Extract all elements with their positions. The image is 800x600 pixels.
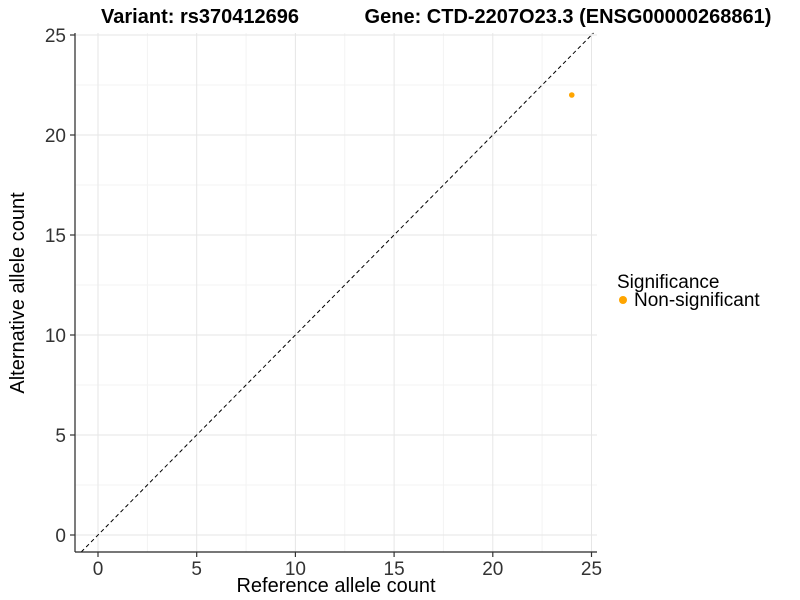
gridlines-major bbox=[75, 33, 597, 552]
data-point bbox=[568, 92, 575, 98]
gridlines-minor bbox=[75, 33, 597, 552]
identity-line bbox=[80, 32, 594, 553]
axes-layer bbox=[74, 33, 597, 553]
y-tick-label: 15 bbox=[45, 226, 66, 247]
tick-layer: 0 5 10 15 20 25 0 5 10 15 20 25 bbox=[45, 26, 602, 580]
x-tick-label: 25 bbox=[581, 559, 602, 580]
x-axis-title: Reference allele count bbox=[236, 575, 435, 597]
legend-key-dot-icon bbox=[619, 296, 627, 304]
gene-title: Gene: CTD-2207O23.3 (ENSG00000268861) bbox=[365, 6, 772, 28]
y-tick-label: 5 bbox=[55, 426, 66, 447]
identity-line-layer bbox=[80, 32, 594, 553]
y-tick-label: 20 bbox=[45, 126, 66, 147]
legend: Significance Non-significant bbox=[617, 272, 760, 311]
legend-item-label: Non-significant bbox=[634, 290, 760, 311]
y-tick-label: 25 bbox=[45, 26, 66, 47]
x-tick-label: 5 bbox=[191, 559, 202, 580]
y-tick-label: 10 bbox=[45, 326, 66, 347]
legend-title: Significance bbox=[617, 272, 719, 293]
variant-title: Variant: rs370412696 bbox=[101, 6, 299, 28]
x-tick-label: 0 bbox=[93, 559, 104, 580]
x-tick-label: 20 bbox=[482, 559, 503, 580]
y-axis-title: Alternative allele count bbox=[7, 192, 29, 394]
x-tick-label: 10 bbox=[285, 559, 306, 580]
y-tick-label: 0 bbox=[55, 526, 66, 547]
x-tick-label: 15 bbox=[384, 559, 405, 580]
data-points-layer bbox=[568, 92, 575, 98]
